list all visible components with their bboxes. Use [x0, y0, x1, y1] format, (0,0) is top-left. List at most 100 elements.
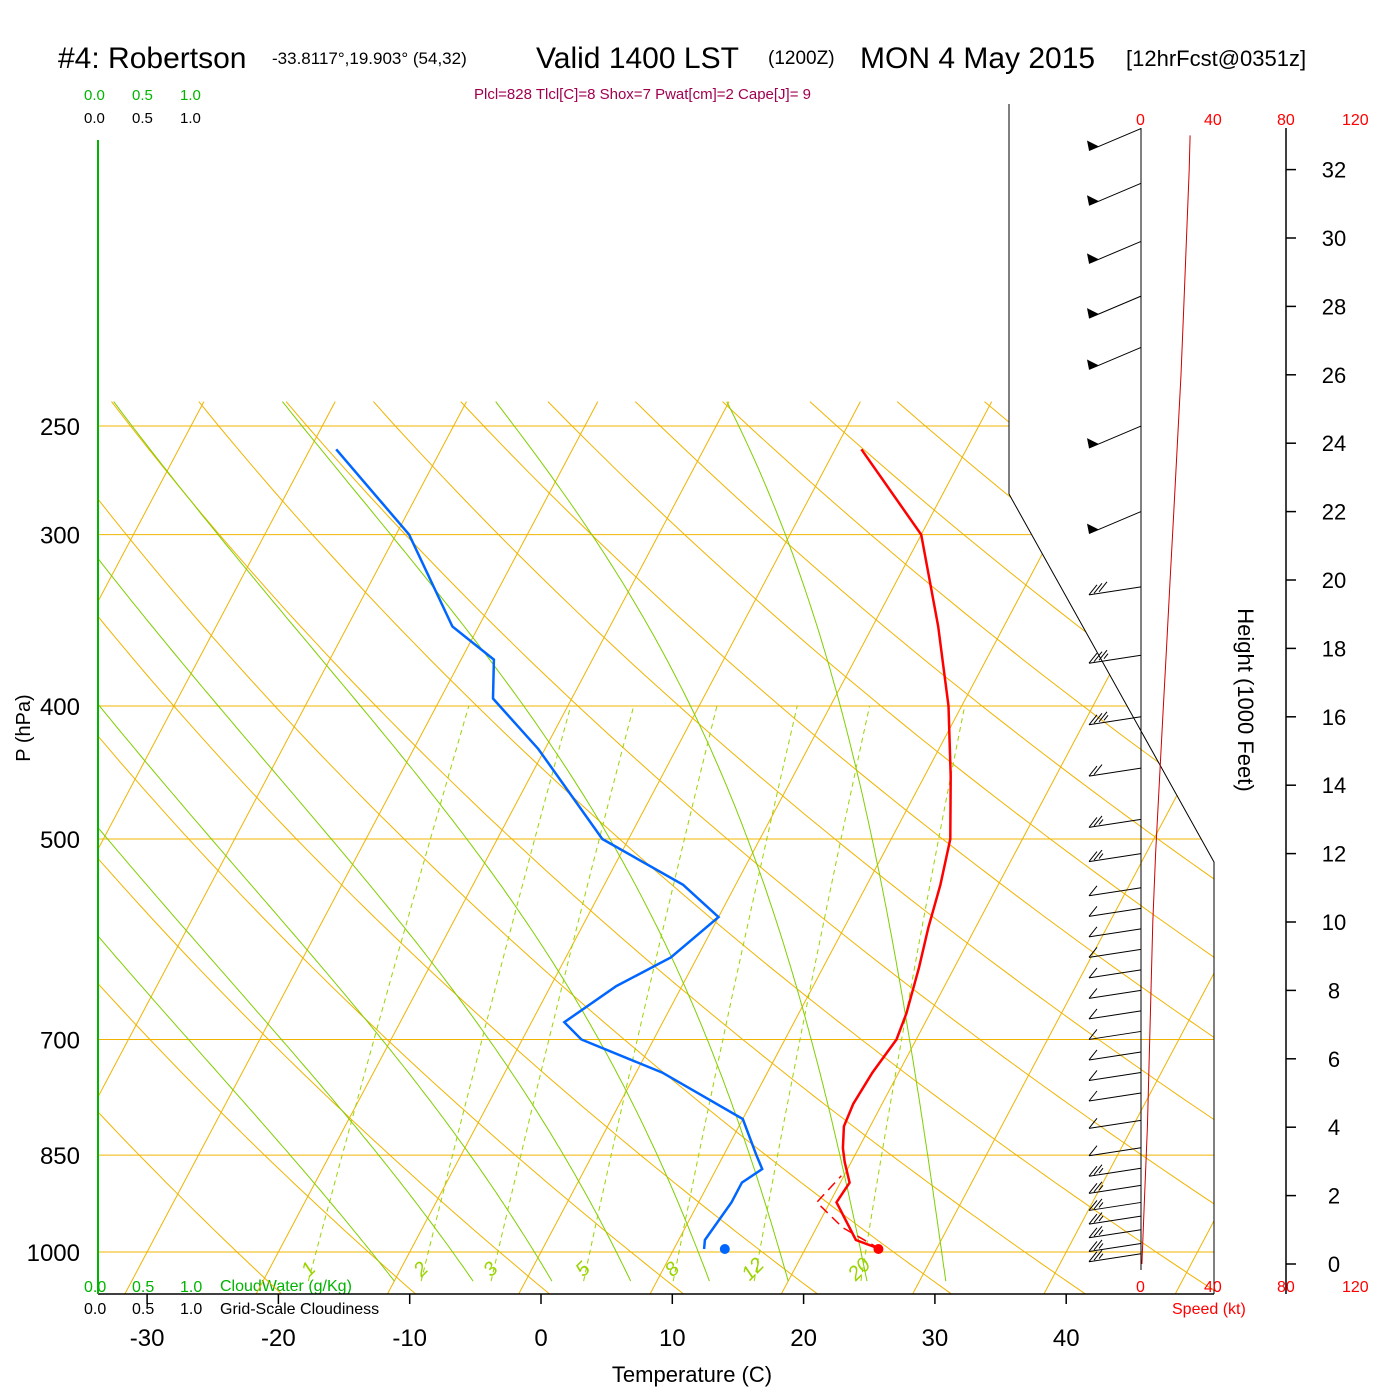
dry-adiabat-line: [373, 401, 1214, 1294]
cloudwater-scale-2: 1.0: [180, 87, 201, 104]
cloudiness-scale-0-bottom: 0.0: [84, 1301, 106, 1318]
wind-barb-flag: [1088, 1183, 1098, 1194]
wind-barb-flag: [1088, 1070, 1098, 1081]
wind-barb-flag: [1098, 581, 1108, 593]
wind-barb-shaft: [1088, 948, 1142, 958]
wind-barb: [1088, 1239, 1142, 1252]
wind-barb-flag: [1088, 1145, 1098, 1157]
cloudiness-scale-1: 0.5: [132, 110, 153, 127]
wind-barb: [1088, 1090, 1142, 1102]
wind-barb: [1088, 1118, 1142, 1129]
wind-barb-flag: [1088, 1090, 1098, 1102]
cloudwater-scale-1: 0.5: [132, 87, 153, 104]
p-tick-label-500: 500: [40, 827, 80, 854]
height-tick-label-28: 28: [1322, 294, 1346, 319]
wind-barb-flag: [1093, 815, 1103, 827]
wind-barb-half: [1098, 1243, 1104, 1249]
wind-barb-flag: [1088, 1227, 1098, 1239]
mixing-ratio-line: [860, 705, 966, 1282]
moist-adiabat-line: [98, 401, 395, 1282]
pressure-ticks: 250 300 400 500 700 850 1000: [27, 414, 80, 1267]
isotherm-line: [904, 401, 1214, 1294]
moist-adiabat-line: [98, 401, 553, 1282]
height-tick-label-16: 16: [1322, 705, 1346, 730]
wind-barb-half: [1098, 853, 1104, 859]
wind-barb-flag: [1093, 1249, 1103, 1261]
dry-adiabat-line: [460, 401, 1214, 1294]
wind-barb: [1088, 815, 1142, 828]
wind-barb-flag: [1093, 1181, 1103, 1193]
dry-adiabat-line: [722, 401, 1214, 1294]
height-tick-label-22: 22: [1322, 500, 1346, 525]
wind-barb-flag: [1093, 1225, 1103, 1237]
wind-barb-flag: [1088, 851, 1098, 862]
wind-barb-flag: [1093, 1164, 1103, 1176]
speed-tick-120-top: 120: [1342, 112, 1369, 129]
wind-barb-shaft: [1088, 716, 1142, 726]
wind-barb-shaft: [1088, 1092, 1142, 1102]
background-grid: 1 2 3 5 8 12 20: [98, 401, 1214, 1294]
x-tick-label--30: -30: [130, 1325, 165, 1352]
wind-barb-pennant: [1087, 438, 1099, 449]
height-tick-label-20: 20: [1322, 568, 1346, 593]
wind-barb: [1088, 711, 1142, 726]
dry-adiabat-line: [809, 401, 1214, 1294]
wind-barb-flag: [1088, 652, 1098, 664]
wind-barb: [1087, 346, 1142, 370]
p-tick-label-300: 300: [40, 523, 80, 550]
wind-barb: [1088, 581, 1142, 596]
wind-barb-flag: [1088, 714, 1098, 726]
wind-barb-flag: [1088, 926, 1098, 938]
speed-tick-80-bottom: 80: [1277, 1279, 1295, 1296]
cloudiness-scale-2-bottom: 1.0: [180, 1301, 202, 1318]
wind-barb-shaft: [1088, 1229, 1142, 1239]
isotherm-line: [379, 401, 861, 1294]
series-temperature-line: [835, 448, 952, 1251]
wind-barb-shaft: [1088, 969, 1142, 979]
wind-barb: [1088, 764, 1142, 777]
speed-tick-0-bottom: 0: [1136, 1279, 1145, 1296]
wind-barb: [1088, 988, 1142, 999]
wind-barb-flag: [1093, 849, 1103, 861]
wind-barb: [1088, 849, 1142, 863]
wind-barb-half: [1103, 714, 1109, 721]
temperature-ticks: -30 -20 -10 0 10 20 30 40: [130, 1294, 1080, 1352]
wind-barb: [1087, 128, 1142, 152]
wind-barb: [1088, 1145, 1142, 1157]
mixing-ratio-line: [420, 705, 572, 1282]
wind-barb-flag: [1088, 1241, 1098, 1252]
wind-barb-flag: [1088, 947, 1098, 958]
wind-barb-shaft: [1088, 1051, 1142, 1061]
wind-barb-half: [1098, 1215, 1104, 1222]
chart-title: #4: Robertson -33.8117°,19.903° (54,32) …: [58, 42, 1306, 75]
wind-barb-shaft: [1088, 1147, 1142, 1157]
isotherm-line: [116, 401, 599, 1294]
y-axis-label: P (hPa): [13, 694, 35, 761]
moist-adiabat-line: [98, 401, 474, 1282]
wind-barb: [1087, 182, 1142, 206]
dry-adiabat-line: [634, 401, 1214, 1294]
wind-barb-flag: [1088, 1251, 1098, 1263]
cloud-scale-top: 0.0 0.5 1.0 0.0 0.5 1.0: [84, 87, 201, 127]
sounding-traces: [335, 448, 952, 1255]
isotherm-line: [98, 401, 336, 1294]
wind-barb-flag: [1093, 651, 1103, 663]
wind-barb-flag: [1088, 988, 1098, 999]
x-tick-label-10: 10: [659, 1325, 686, 1352]
wind-barb-shaft: [1088, 907, 1142, 917]
x-tick-label--20: -20: [261, 1325, 296, 1352]
cloudwater-label: CloudWater (g/Kg): [220, 1278, 352, 1295]
title-forecast: [12hrFcst@0351z]: [1126, 46, 1306, 71]
wind-barb-flag: [1088, 1213, 1098, 1225]
height-tick-label-10: 10: [1322, 910, 1346, 935]
dry-adiabat-line: [98, 401, 568, 1294]
p-tick-label-400: 400: [40, 694, 80, 721]
dry-adiabat-line: [1071, 401, 1214, 1294]
wind-barb: [1088, 649, 1142, 664]
wind-barb-flag: [1093, 1198, 1103, 1210]
dry-adiabat-line: [1158, 401, 1214, 1294]
speed-scale: 0 40 80 120 0 40 80 120 Speed (kt): [1136, 112, 1369, 1318]
wind-barb: [1088, 967, 1142, 979]
height-tick-label-0: 0: [1328, 1252, 1340, 1277]
